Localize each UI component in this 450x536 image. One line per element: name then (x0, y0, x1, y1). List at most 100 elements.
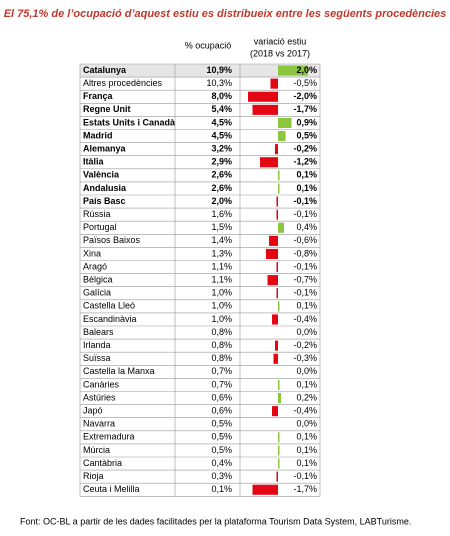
row-name: Navarra (83, 419, 115, 429)
row-name: Portugal (83, 222, 117, 232)
row-share: 4,5% (211, 117, 232, 127)
row-change: -1,2% (293, 157, 317, 167)
row-change: 0,4% (296, 222, 317, 232)
row-share: 0,7% (211, 379, 232, 389)
row-change: 0,1% (296, 445, 317, 455)
row-change: -0,1% (293, 471, 317, 481)
change-bar (278, 445, 280, 456)
row-name: Extremadura (83, 432, 135, 442)
row-share: 10,9% (206, 65, 232, 75)
row-name: Canàries (83, 379, 120, 389)
row-share: 0,8% (211, 340, 232, 350)
row-change: -0,5% (293, 78, 317, 88)
row-share: 1,1% (211, 261, 232, 271)
change-bar (276, 288, 278, 299)
row-share: 2,6% (211, 170, 232, 180)
row-change: 0,5% (296, 130, 317, 140)
row-change: 0,1% (296, 458, 317, 468)
row-change: -0,1% (293, 209, 317, 219)
row-name: Múrcia (83, 445, 110, 455)
row-share: 0,3% (211, 471, 232, 481)
change-bar (278, 393, 281, 404)
row-share: 1,0% (211, 301, 232, 311)
row-name: França (83, 91, 114, 101)
row-name: Bèlgica (83, 275, 113, 285)
change-bar (276, 262, 278, 273)
row-share: 0,8% (211, 327, 232, 337)
row-change: 0,9% (296, 117, 317, 127)
change-bar (260, 157, 278, 168)
header-change-sub: (2018 vs 2017) (250, 48, 310, 58)
row-change: -0,4% (293, 314, 317, 324)
row-change: -0,4% (293, 406, 317, 416)
row-share: 8,0% (211, 91, 232, 101)
row-change: 0,2% (296, 392, 317, 402)
row-change: -0,1% (293, 196, 317, 206)
row-share: 2,0% (211, 196, 232, 206)
title: El 75,1% de l’ocupació d’aquest estiu es… (4, 8, 447, 20)
row-highlight (80, 64, 320, 78)
row-change: 0,0% (296, 366, 317, 376)
change-bar (278, 131, 286, 142)
change-bar (278, 183, 280, 194)
row-name: Itàlia (83, 157, 105, 167)
row-change: -2,0% (293, 91, 317, 101)
row-share: 4,5% (211, 130, 232, 140)
row-share: 5,4% (211, 104, 232, 114)
change-bar (270, 78, 278, 89)
row-share: 1,5% (211, 222, 232, 232)
change-bar (273, 353, 278, 364)
change-bar (252, 484, 278, 495)
change-bar (269, 235, 278, 246)
row-share: 0,5% (211, 445, 232, 455)
source: Font: OC-BL a partir de les dades facili… (20, 516, 411, 526)
row-name: Castella Lleó (83, 301, 135, 311)
row-share: 1,3% (211, 248, 232, 258)
row-share: 0,6% (211, 392, 232, 402)
row-share: 2,6% (211, 183, 232, 193)
row-name: Països Baixos (83, 235, 141, 245)
row-name: Rússia (83, 209, 111, 219)
change-bar (278, 65, 308, 76)
row-share: 0,5% (211, 419, 232, 429)
row-name: Irlanda (83, 340, 111, 350)
row-share: 0,7% (211, 366, 232, 376)
row-share: 0,8% (211, 353, 232, 363)
row-change: -0,8% (293, 248, 317, 258)
row-change: 0,1% (296, 301, 317, 311)
row-share: 2,9% (211, 157, 232, 167)
change-bar (276, 471, 278, 482)
row-share: 1,4% (211, 235, 232, 245)
row-share: 1,0% (211, 314, 232, 324)
row-change: 0,1% (296, 183, 317, 193)
row-change: 2,0% (296, 65, 317, 75)
change-bar (252, 104, 278, 115)
row-name: Catalunya (83, 65, 127, 75)
row-name: Estats Units i Canadà (83, 117, 176, 127)
row-change: -0,2% (293, 340, 317, 350)
row-change: 0,0% (296, 419, 317, 429)
row-change: 0,1% (296, 432, 317, 442)
row-share: 1,1% (211, 275, 232, 285)
row-change: 0,1% (296, 170, 317, 180)
change-bar (266, 248, 278, 259)
change-bar (278, 432, 280, 443)
row-change: -0,1% (293, 261, 317, 271)
row-name: Madrid (83, 130, 113, 140)
row-change: -0,6% (293, 235, 317, 245)
change-bar (278, 458, 280, 469)
change-bar (278, 117, 292, 128)
row-name: Castella la Manxa (83, 366, 155, 376)
change-bar (278, 379, 280, 390)
row-name: Andalusia (83, 183, 127, 193)
change-bar (278, 301, 280, 312)
row-change: 0,0% (296, 327, 317, 337)
row-share: 0,6% (211, 406, 232, 416)
change-bar (276, 209, 278, 220)
row-name: País Basc (83, 196, 126, 206)
row-name: Japó (83, 406, 103, 416)
row-name: Xina (83, 248, 101, 258)
row-share: 3,2% (211, 144, 232, 154)
header-share: % ocupació (185, 40, 232, 50)
